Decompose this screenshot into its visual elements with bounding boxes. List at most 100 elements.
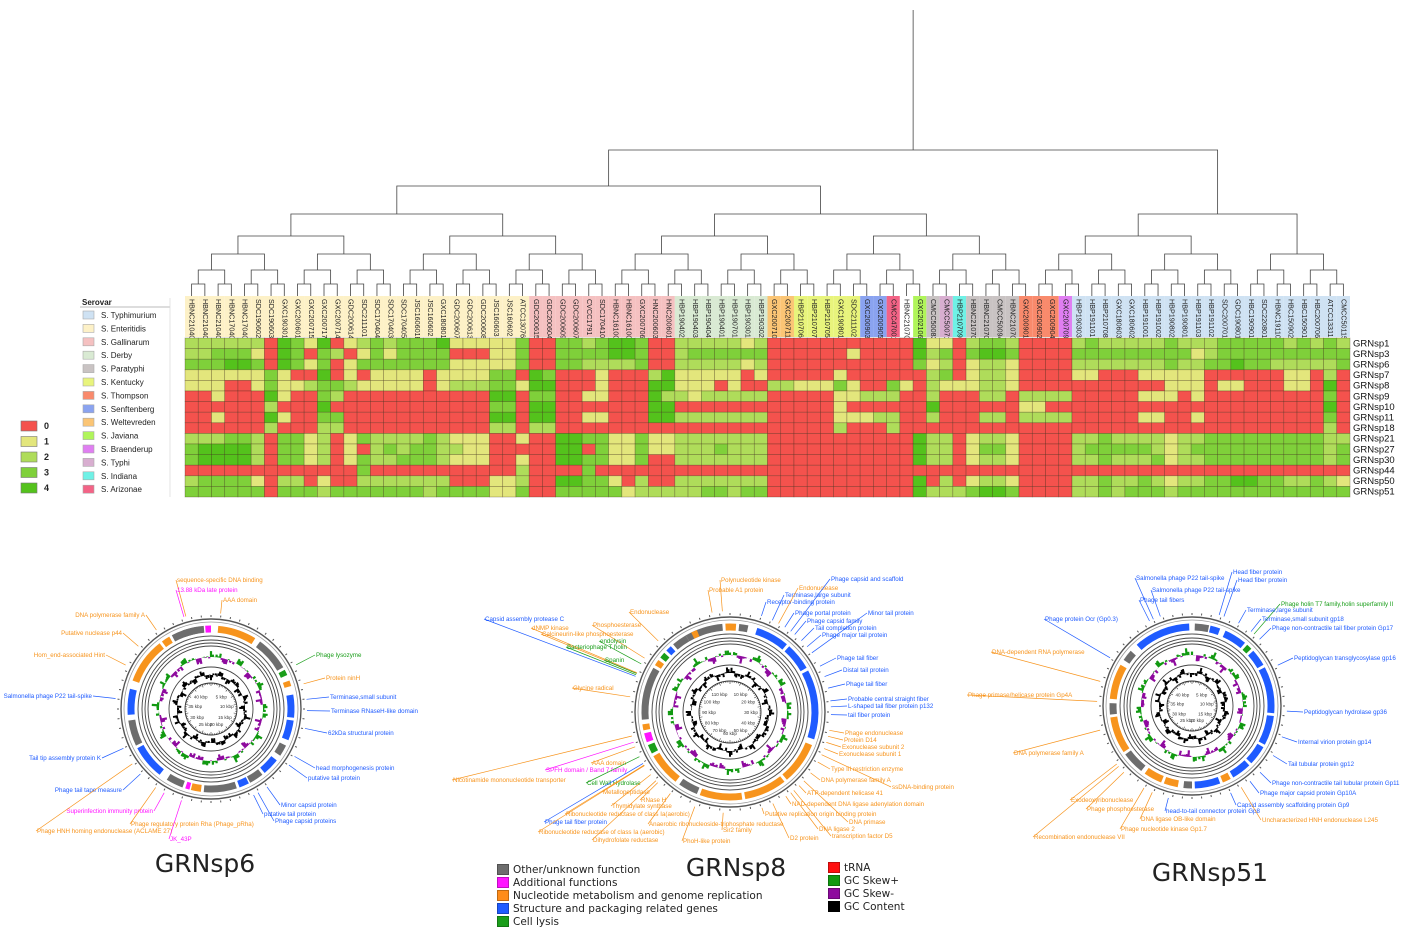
heatmap-cell	[250, 337, 265, 349]
heatmap-cell	[409, 401, 424, 413]
heatmap-cell	[979, 486, 993, 498]
gc-skew-bar	[200, 756, 204, 761]
heatmap-cell	[595, 422, 609, 434]
inner-tick	[757, 700, 759, 702]
heatmap-cell	[343, 443, 358, 455]
serovar-swatch	[82, 377, 95, 387]
inner-tick	[225, 726, 228, 730]
heatmap-cell	[886, 337, 901, 349]
inner-tick	[756, 724, 758, 726]
heatmap-cell	[542, 369, 556, 381]
heatmap-cell	[979, 475, 993, 487]
column-header-bg	[463, 296, 477, 337]
heatmap-cell	[449, 348, 464, 360]
heatmap-cell	[886, 454, 901, 466]
kbp-label: 50 kbp	[734, 728, 748, 733]
gc-skew-bar	[254, 727, 259, 732]
column-label: HBP210707	[810, 299, 819, 338]
scale-tick	[147, 777, 150, 780]
heatmap-cell	[489, 348, 504, 360]
gene-arc	[237, 777, 249, 788]
gc-skew-bar	[780, 727, 785, 731]
gene-label: Exonuclease subunit 1	[839, 751, 902, 758]
heatmap-cell	[965, 454, 980, 466]
heatmap-cell	[714, 422, 729, 434]
column-header-bg	[1058, 296, 1072, 337]
gene-arc	[246, 769, 263, 783]
gc-skew-bar	[1231, 672, 1236, 676]
heatmap-cell	[595, 337, 609, 349]
heatmap-cell	[396, 411, 411, 424]
gc-skew-bar	[782, 722, 786, 725]
heatmap-cell	[1243, 443, 1258, 455]
heatmap-cell	[1243, 380, 1258, 392]
inner-tick	[1210, 693, 1214, 696]
heatmap-cell	[330, 337, 345, 349]
heatmap-cell	[264, 337, 278, 349]
heatmap-cell	[674, 486, 689, 498]
gc-content-bar	[227, 732, 232, 738]
heatmap-cell	[1177, 443, 1192, 455]
leader-line	[168, 800, 182, 840]
heatmap-cell	[1217, 464, 1232, 477]
inner-tick	[750, 689, 752, 691]
column-header-bg	[1085, 296, 1099, 337]
heatmap-cell	[317, 337, 331, 349]
heatmap-cell	[568, 422, 583, 434]
column-header-bg	[237, 296, 252, 337]
leader-line	[288, 764, 308, 779]
inner-tick	[756, 698, 758, 700]
gc-content-bar	[1219, 718, 1223, 722]
gc-content-bar	[765, 719, 769, 723]
ring	[144, 642, 278, 776]
gc-content-bar	[763, 723, 767, 727]
heatmap-cell	[409, 390, 424, 402]
heatmap-cell	[846, 348, 861, 360]
heatmap-cell	[475, 358, 490, 371]
gc-content-bar	[763, 695, 767, 698]
heatmap-cell	[303, 411, 318, 424]
scale-tick	[759, 617, 762, 620]
gc-content-bar	[181, 684, 186, 688]
heatmap-cell	[1309, 390, 1324, 402]
heatmap-cell	[648, 443, 662, 455]
gc-skew-bar	[779, 681, 786, 687]
gene-label: Exodeoxyribonuclease	[1071, 797, 1134, 804]
heatmap-cell	[1336, 380, 1351, 392]
heatmap-cell	[1336, 422, 1351, 434]
heatmap-cell	[1190, 422, 1205, 434]
heatmap-cell	[1111, 475, 1126, 487]
heatmap-cell	[793, 443, 808, 455]
heatmap-cell	[383, 443, 398, 455]
inner-tick	[1175, 686, 1179, 690]
gc-skew-bar	[232, 755, 238, 763]
inner-tick	[1171, 718, 1173, 721]
column-label: HBP190303	[1075, 299, 1084, 338]
inner-tick	[1168, 696, 1171, 698]
gc-content-bar	[746, 671, 751, 678]
heatmap-cell	[290, 358, 305, 371]
gc-content-bar	[225, 735, 229, 739]
heatmap-cell	[1084, 348, 1099, 360]
heatmap-cell	[555, 348, 570, 360]
gc-content-bar	[1218, 723, 1221, 726]
heatmap-cell	[1164, 475, 1179, 487]
heatmap-cell	[793, 422, 808, 434]
gc-content-bar	[1207, 732, 1211, 735]
map-title-grnsp51: GRNsp51	[1151, 858, 1269, 887]
heatmap-cell	[608, 475, 623, 487]
inner-tick	[1205, 722, 1209, 726]
legend-label: Structure and packaging related genes	[513, 902, 718, 915]
gc-skew-bar	[1148, 731, 1151, 734]
dendrogram-branch	[641, 283, 656, 296]
heatmap-cell	[436, 454, 451, 466]
heatmap-cell	[1190, 401, 1205, 413]
heatmap-cell	[740, 475, 755, 487]
kbp-label: 40 kbp	[741, 721, 755, 726]
gc-skew-bar	[1143, 719, 1148, 723]
gene-label: Phage tail fiber protein	[545, 819, 607, 826]
heatmap-cell	[1164, 369, 1179, 381]
heatmap-cell	[502, 422, 517, 434]
gene-label: endolysin	[600, 638, 627, 645]
heatmap-cell	[449, 475, 464, 487]
